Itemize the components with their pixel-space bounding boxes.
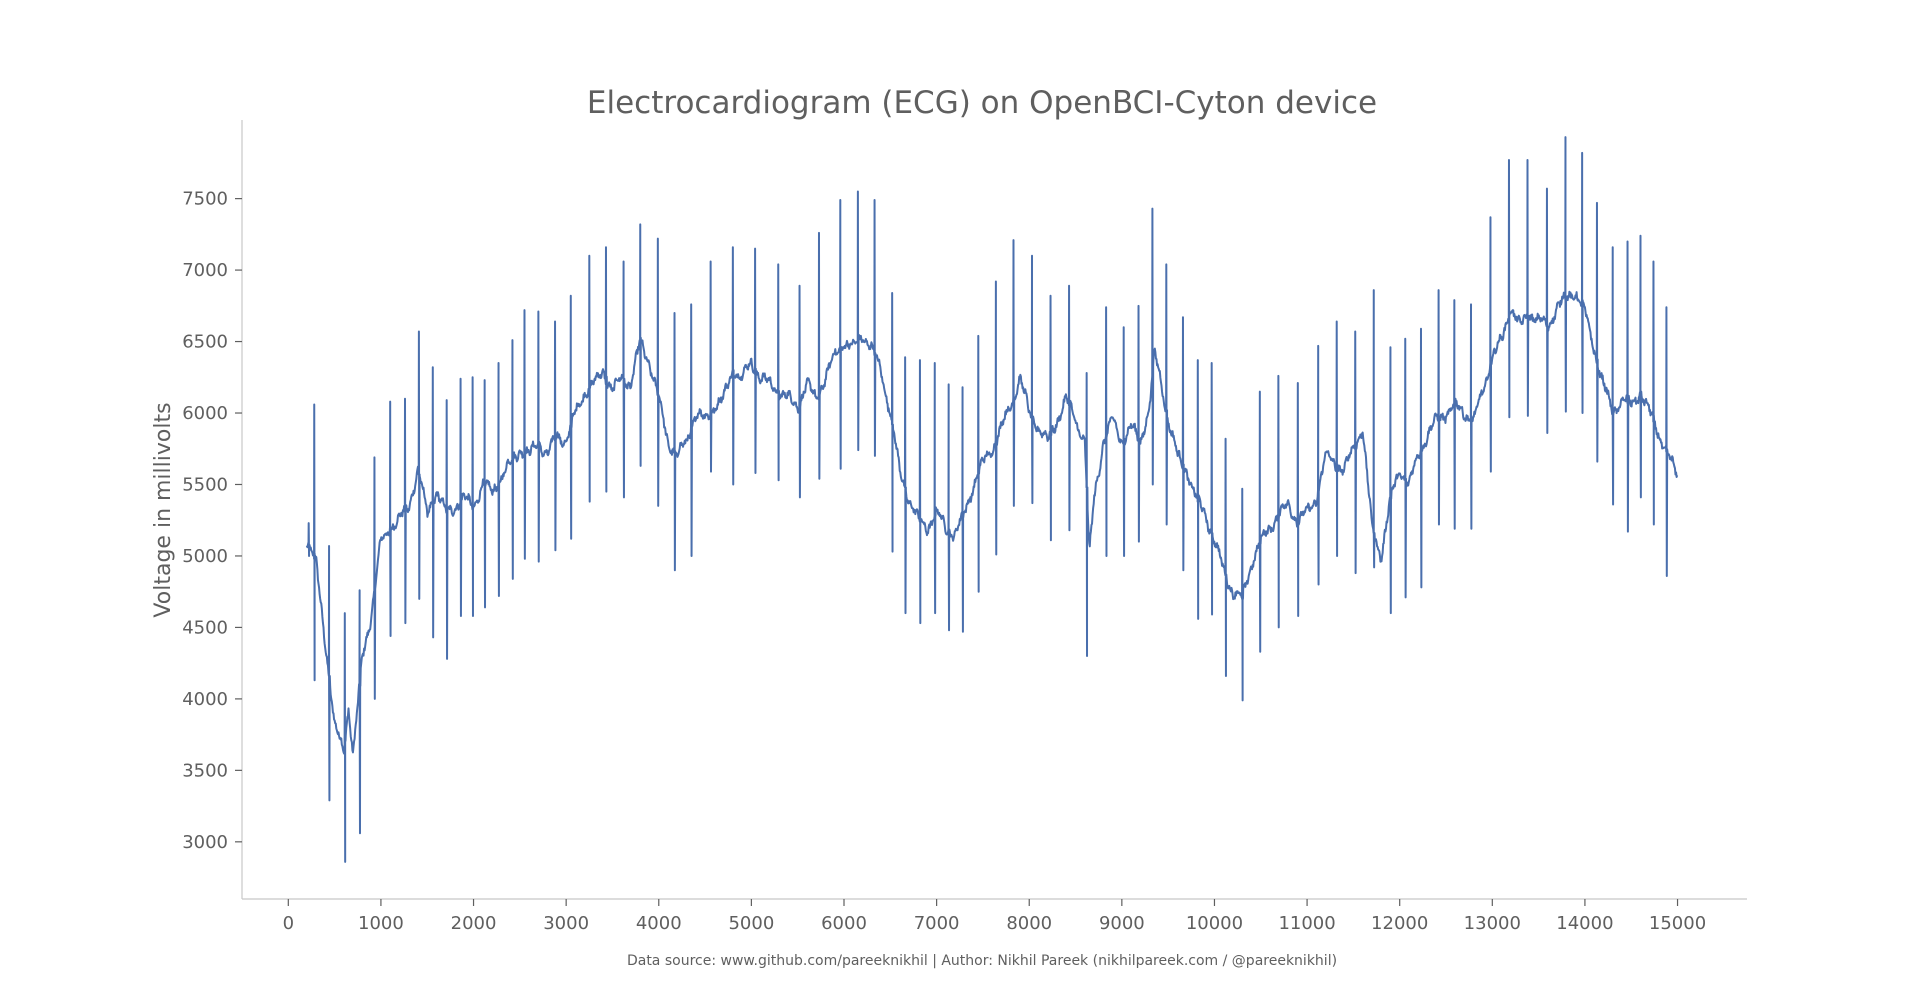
x-tick-label: 7000: [914, 913, 960, 934]
x-tick-label: 4000: [636, 913, 682, 934]
y-tick-label: 3500: [182, 760, 228, 781]
y-tick-label: 5000: [182, 546, 228, 567]
x-tick-label: 8000: [1006, 913, 1052, 934]
footer-credit: Data source: www.github.com/pareeknikhil…: [627, 953, 1337, 969]
x-tick-label: 1000: [358, 913, 404, 934]
y-tick-label: 4500: [182, 617, 228, 638]
x-tick-label: 9000: [1099, 913, 1145, 934]
y-axis-label: Voltage in millivolts: [151, 402, 176, 617]
x-tick-label: 13000: [1464, 913, 1521, 934]
y-tick-label: 5500: [182, 474, 228, 495]
y-tick-label: 7500: [182, 189, 228, 210]
x-tick-label: 3000: [543, 913, 589, 934]
x-tick-label: 15000: [1649, 913, 1706, 934]
y-axis-ticks: 3000 3500 4000 4500 5000 5500 6000 6500 7000 7500: [182, 189, 242, 853]
x-tick-label: 5000: [728, 913, 774, 934]
y-tick-label: 3000: [182, 832, 228, 853]
axes: [241, 120, 1747, 900]
ecg-series-line: [305, 136, 1679, 863]
chart-title: Electrocardiogram (ECG) on OpenBCI-Cyton…: [587, 85, 1377, 121]
x-tick-label: 6000: [821, 913, 867, 934]
x-tick-label: 14000: [1556, 913, 1613, 934]
x-tick-label: 10000: [1186, 913, 1243, 934]
x-tick-label: 0: [283, 913, 294, 934]
y-tick-label: 4000: [182, 689, 228, 710]
y-tick-label: 6500: [182, 332, 228, 353]
series-group: [305, 136, 1679, 863]
y-tick-label: 6000: [182, 403, 228, 424]
x-tick-label: 11000: [1278, 913, 1335, 934]
x-tick-label: 2000: [451, 913, 497, 934]
x-axis-ticks: 0 1000 2000 3000 4000 5000 6000 7000 8000 9000 100…: [283, 899, 1706, 934]
y-tick-label: 7000: [182, 260, 228, 281]
x-tick-label: 12000: [1371, 913, 1428, 934]
